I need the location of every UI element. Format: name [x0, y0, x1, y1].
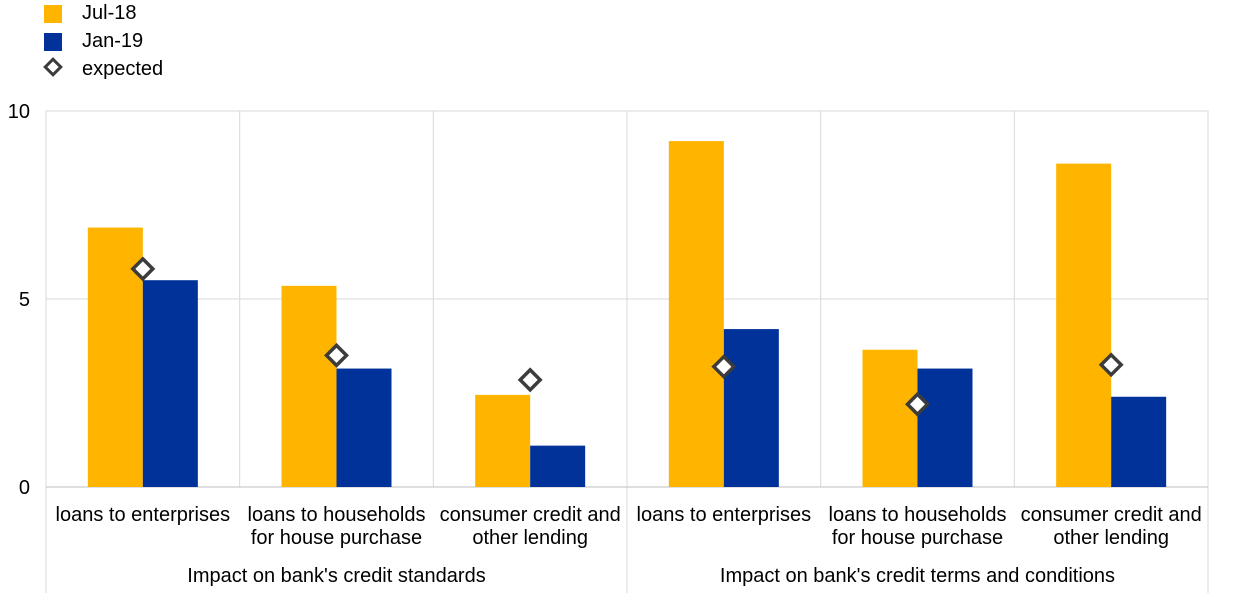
expected-marker [517, 367, 543, 393]
x-tick-label: for house purchase [251, 527, 422, 549]
legend-label: Jul-18 [82, 2, 137, 24]
x-tick-label: consumer credit and [440, 504, 621, 526]
expected-marker [130, 256, 156, 282]
legend-label: Jan-19 [82, 30, 144, 52]
legend-item-expected: expected [43, 56, 244, 84]
expected-marker [905, 391, 930, 417]
x-tick-label: loans to households [248, 504, 426, 526]
bar-jul-18 [1056, 163, 1112, 487]
legend-swatch [44, 33, 62, 51]
x-tick-label: other lending [472, 527, 588, 549]
bar-jan-19 [723, 329, 779, 487]
y-tick-label: 5 [19, 289, 30, 311]
legend-item-jan-19: Jan-19 [44, 28, 244, 56]
group-label: Impact on bank's credit terms and condit… [720, 565, 1115, 587]
bar-jan-19 [142, 280, 198, 487]
expected-marker [1098, 352, 1124, 378]
expected-marker [711, 354, 737, 380]
bar-jan-19 [530, 445, 586, 487]
x-tick-label: loans to enterprises [56, 504, 231, 526]
x-tick-label: for house purchase [832, 527, 1003, 549]
bar-jan-19 [336, 368, 392, 487]
legend-item-jul-18: Jul-18 [44, 0, 244, 28]
legend: Jul-18 Jan-19 expected [43, 0, 244, 84]
y-tick-label: 10 [8, 101, 30, 123]
x-tick-label: consumer credit and [1021, 504, 1202, 526]
x-tick-label: loans to households [829, 504, 1007, 526]
bar-jul-18 [862, 349, 918, 487]
y-tick-label: 0 [19, 477, 30, 499]
x-tick-label: other lending [1053, 527, 1169, 549]
bar-jul-18 [668, 141, 724, 487]
bar-jul-18 [475, 394, 531, 487]
expected-marker [324, 342, 349, 368]
group-label: Impact on bank's credit standards [187, 565, 485, 587]
bar-jan-19 [917, 368, 973, 487]
legend-label: expected [82, 58, 164, 80]
legend-swatch [44, 5, 62, 23]
bar-jul-18 [281, 285, 337, 487]
x-tick-label: loans to enterprises [637, 504, 812, 526]
bar-jan-19 [1111, 396, 1167, 487]
